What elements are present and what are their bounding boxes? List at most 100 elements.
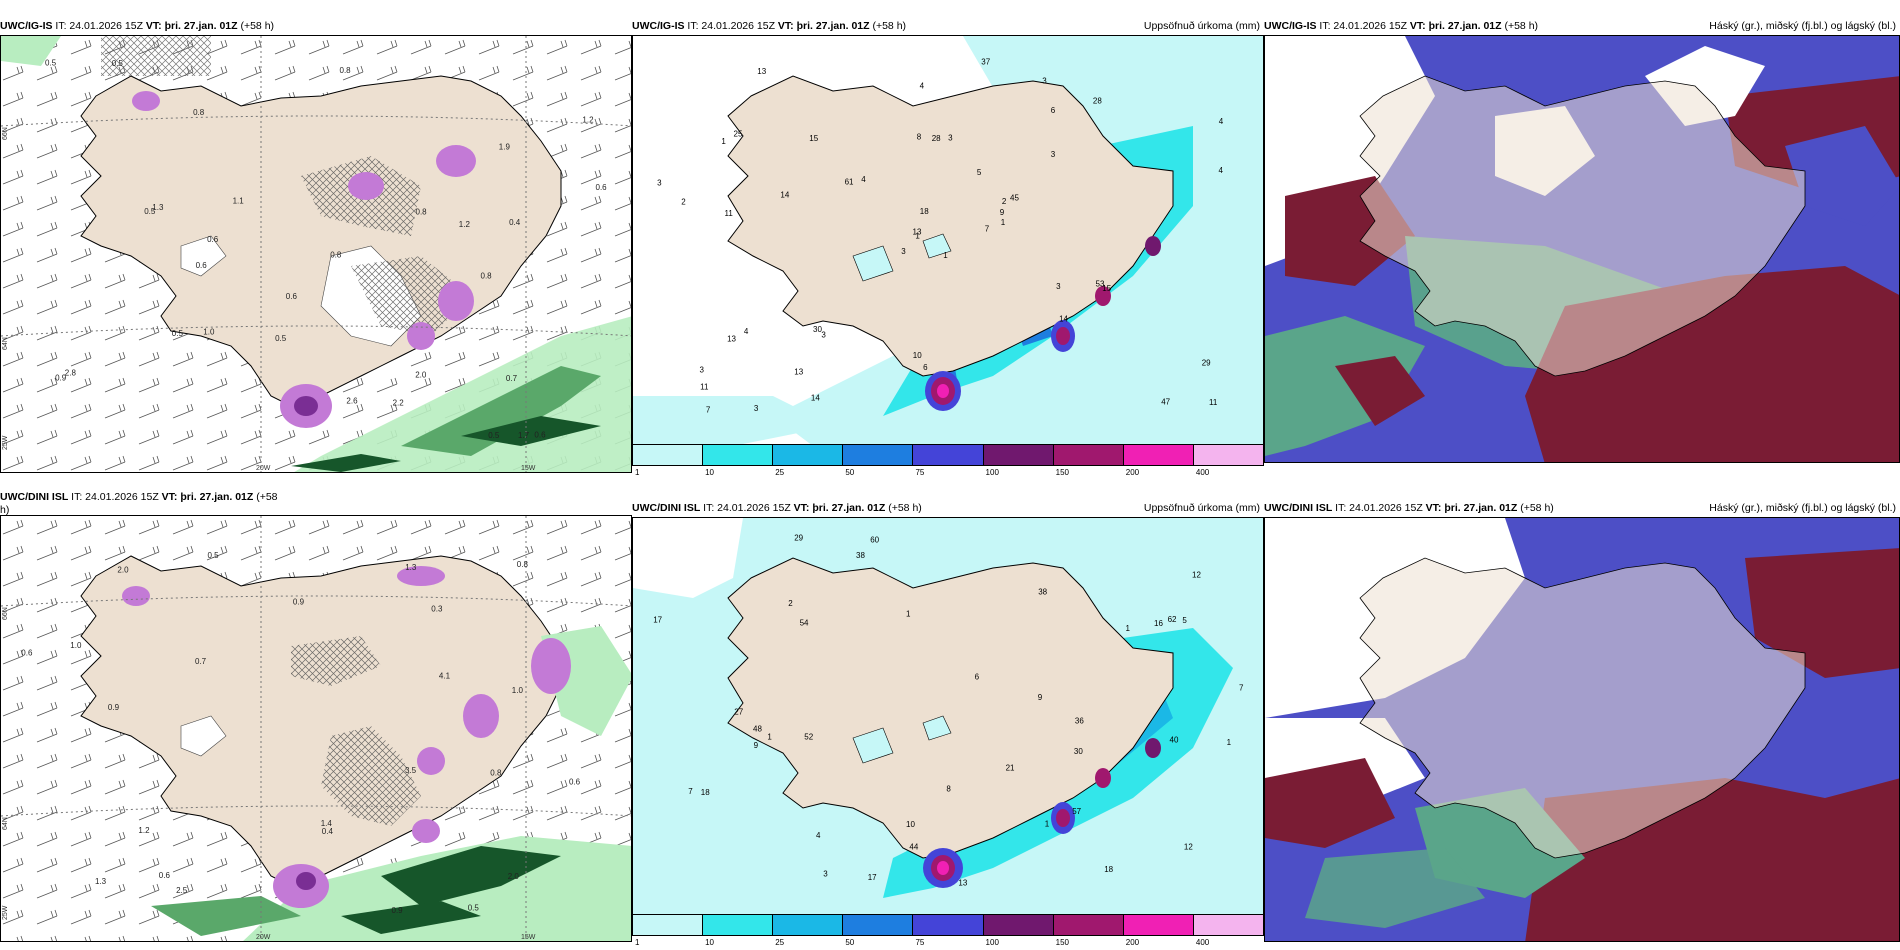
panel-cloud-igis: UWC/IG-IS IT: 24.01.2026 15Z VT: þri. 27… bbox=[1264, 10, 1900, 465]
value-label: 47 bbox=[1161, 398, 1170, 407]
value-label: 1.2 bbox=[582, 115, 594, 124]
value-label: 0.5 bbox=[172, 329, 184, 338]
value-label: 18 bbox=[701, 788, 710, 797]
value-label: 9 bbox=[1038, 693, 1043, 702]
legend-tick: 75 bbox=[915, 938, 925, 947]
value-label: 1.9 bbox=[499, 142, 511, 151]
value-label: 1 bbox=[1126, 624, 1131, 633]
map-cloud[interactable] bbox=[1264, 517, 1900, 942]
legend-tick: 25 bbox=[775, 938, 785, 947]
value-label: 3 bbox=[1051, 150, 1056, 159]
value-label: 9 bbox=[1000, 208, 1005, 217]
map-canvas: 1113233367131111433385441113284515254234… bbox=[633, 36, 1263, 444]
value-label: 7 bbox=[688, 787, 693, 796]
map-canvas: 66N 64N 25W 20W 15W 0.60.50.41.31.40.70.… bbox=[1, 516, 631, 941]
value-label: 0.6 bbox=[159, 871, 171, 880]
map-precip[interactable]: 1 1 1 1 2 3 6 12 7 9 17 29 18 40 60 48 16 57 54 52 21 38 44 17 3… bbox=[632, 517, 1264, 917]
lat-label: 66N bbox=[2, 127, 9, 140]
panel-subtitle: Uppsöfnuð úrkoma (mm) bbox=[1143, 20, 1260, 32]
value-label: 6 bbox=[923, 363, 928, 372]
lat-label: 64N bbox=[2, 817, 9, 830]
value-label: 0.6 bbox=[21, 649, 33, 658]
value-label: 28 bbox=[932, 134, 941, 143]
value-label: 10 bbox=[913, 351, 922, 360]
value-label: 1 bbox=[915, 231, 920, 240]
panel-snow-dini: UWC/DINI ISL IT: 24.01.2026 15Z VT: þri.… bbox=[0, 490, 632, 945]
value-label: 12 bbox=[1184, 842, 1193, 851]
value-label: 0.8 bbox=[481, 271, 493, 280]
value-label: 4 bbox=[1219, 166, 1224, 175]
value-label: 0.5 bbox=[144, 207, 156, 216]
value-label: 3 bbox=[754, 404, 759, 413]
value-label: 0.4 bbox=[509, 218, 521, 227]
legend-tick: 200 bbox=[1125, 938, 1140, 947]
legend-tick: 25 bbox=[775, 468, 785, 477]
value-label: 2.8 bbox=[65, 368, 77, 377]
value-label: 2.5 bbox=[176, 886, 188, 895]
value-label: 0.8 bbox=[416, 207, 428, 216]
value-label: 1 bbox=[721, 137, 726, 146]
value-label: 11 bbox=[1209, 398, 1218, 407]
value-label: 4 bbox=[816, 831, 821, 840]
value-label: 30 bbox=[1074, 747, 1083, 756]
map-cloud[interactable] bbox=[1264, 35, 1900, 463]
value-label: 0.5 bbox=[45, 59, 57, 68]
value-label: 0.3 bbox=[431, 604, 443, 613]
value-label: 1.1 bbox=[233, 196, 245, 205]
legend-tick: 10 bbox=[705, 938, 715, 947]
panel-title-wrap: h) bbox=[0, 504, 10, 516]
value-label: 0.4 bbox=[322, 827, 334, 836]
value-label: 8 bbox=[946, 785, 951, 794]
lat-label: 66N bbox=[2, 607, 9, 620]
legend-tick: 200 bbox=[1125, 468, 1140, 477]
precip-legend: 1 10 25 50 75 100 150 200 400 bbox=[632, 444, 1264, 477]
legend-tick: 400 bbox=[1195, 468, 1210, 477]
value-label: 0.6 bbox=[286, 292, 298, 301]
value-label: 38 bbox=[1038, 587, 1047, 596]
value-label: 36 bbox=[1075, 716, 1084, 725]
value-label: 4 bbox=[920, 82, 925, 91]
value-label: 3 bbox=[700, 365, 705, 374]
value-label: 1 bbox=[906, 610, 911, 619]
value-label: 45 bbox=[1010, 194, 1019, 203]
value-label: 0.6 bbox=[569, 777, 581, 786]
value-label: 14 bbox=[1059, 314, 1068, 323]
value-label: 4 bbox=[1219, 117, 1224, 126]
value-label: 0.7 bbox=[506, 374, 518, 383]
value-label: 4 bbox=[744, 327, 749, 336]
panel-precip-dini: UWC/DINI ISL IT: 24.01.2026 15Z VT: þri.… bbox=[632, 490, 1264, 947]
value-label: 18 bbox=[920, 207, 929, 216]
value-label: 2 bbox=[1002, 197, 1007, 206]
legend-swatch: 1 bbox=[633, 915, 704, 947]
value-label: 1.2 bbox=[459, 220, 471, 229]
panel-title: UWC/IG-IS IT: 24.01.2026 15Z VT: þri. 27… bbox=[632, 20, 907, 32]
value-label: 1.3 bbox=[95, 877, 107, 886]
legend-swatch: 100 bbox=[983, 445, 1054, 477]
legend-swatch: 75 bbox=[913, 915, 984, 947]
value-label: 44 bbox=[909, 843, 918, 852]
value-label: 13 bbox=[794, 367, 803, 376]
legend-swatch: 150 bbox=[1053, 445, 1124, 477]
map-canvas: 1111236127917291840604816575452213844173… bbox=[633, 518, 1263, 916]
value-label: 15 bbox=[809, 134, 818, 143]
map-snow[interactable]: 66N 64N 25W 20W 15W 0.6 0.5 0.5 0.8 0.6 0.8 0.… bbox=[0, 35, 632, 473]
value-label: 0.5 bbox=[112, 59, 124, 68]
panel-title: UWC/IG-IS IT: 24.01.2026 15Z VT: þri. 27… bbox=[0, 20, 275, 32]
precip-legend: 1 10 25 50 75 100 150 200 400 bbox=[632, 914, 1264, 947]
value-label: 0.5 bbox=[468, 903, 480, 912]
map-precip[interactable]: 1 1 1 3 2 3 3 3 6 7 13 11 11 4 3 3 3 8 5 4 4 11 13 28 45 15 25 4 2 3 4… bbox=[632, 35, 1264, 445]
value-label: 3 bbox=[948, 134, 953, 143]
value-label: 11 bbox=[725, 209, 734, 218]
map-snow[interactable]: 66N 64N 25W 20W 15W 0.6 0.5 0.4 1.3 1.4 0.7 0.… bbox=[0, 515, 632, 942]
value-label: 37 bbox=[981, 58, 990, 67]
value-label: 61 bbox=[845, 178, 854, 187]
legend-swatch: 75 bbox=[913, 445, 984, 477]
value-label: 1.0 bbox=[70, 641, 82, 650]
value-label: 11 bbox=[700, 382, 709, 391]
value-label: 7 bbox=[985, 224, 990, 233]
lat-label: 64N bbox=[2, 337, 9, 350]
value-label: 17 bbox=[868, 873, 877, 882]
value-label: 2.0 bbox=[415, 370, 427, 379]
value-label: 1.4 bbox=[321, 819, 333, 828]
legend-tick: 400 bbox=[1195, 938, 1210, 947]
